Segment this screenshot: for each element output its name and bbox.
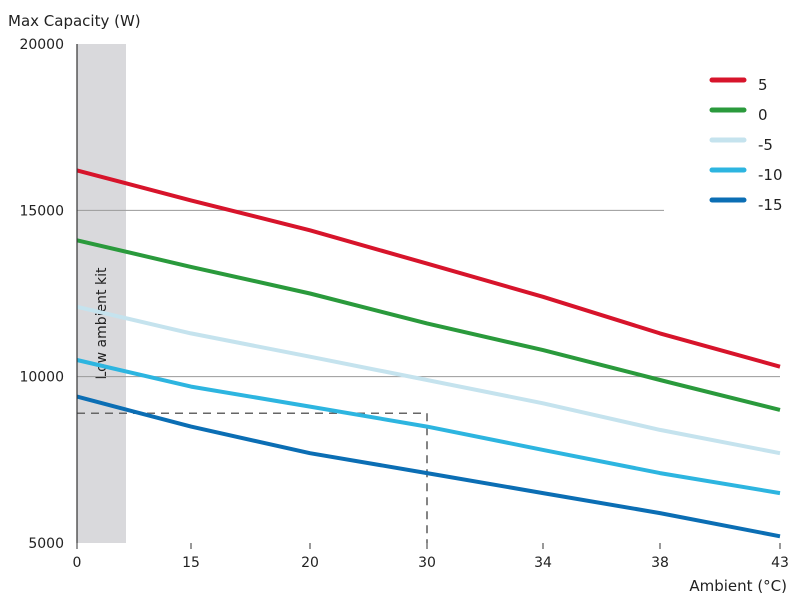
- x-tick-label: 38: [651, 555, 669, 571]
- low-ambient-label: Low ambient kit: [94, 267, 110, 379]
- y-tick-label: 20000: [19, 37, 64, 53]
- series-line-1: [76, 168, 781, 369]
- series-line-3: [76, 304, 781, 456]
- x-axis-title: Ambient (°C): [689, 577, 787, 595]
- x-tick-label: 0: [73, 555, 82, 571]
- y-tick-label: 5000: [28, 536, 64, 552]
- x-tick-label: 30: [418, 555, 436, 571]
- legend-label-5: -15: [758, 196, 783, 214]
- series-line-2: [76, 238, 781, 412]
- legend-label-1: 5: [758, 76, 768, 94]
- y-tick-label: 10000: [19, 370, 64, 386]
- y-axis-title: Max Capacity (W): [8, 12, 141, 30]
- x-tick-label: 43: [771, 555, 789, 571]
- legend-label-3: -5: [758, 136, 773, 154]
- legend-label-2: 0: [758, 106, 768, 124]
- series-line-4: [76, 358, 781, 496]
- y-tick-label: 15000: [19, 203, 64, 219]
- x-tick-label: 15: [182, 555, 200, 571]
- x-tick-label: 20: [301, 555, 319, 571]
- legend-label-4: -10: [758, 166, 783, 184]
- low-ambient-band: [77, 44, 126, 543]
- series-line-5: [76, 394, 781, 539]
- x-tick-label: 34: [534, 555, 552, 571]
